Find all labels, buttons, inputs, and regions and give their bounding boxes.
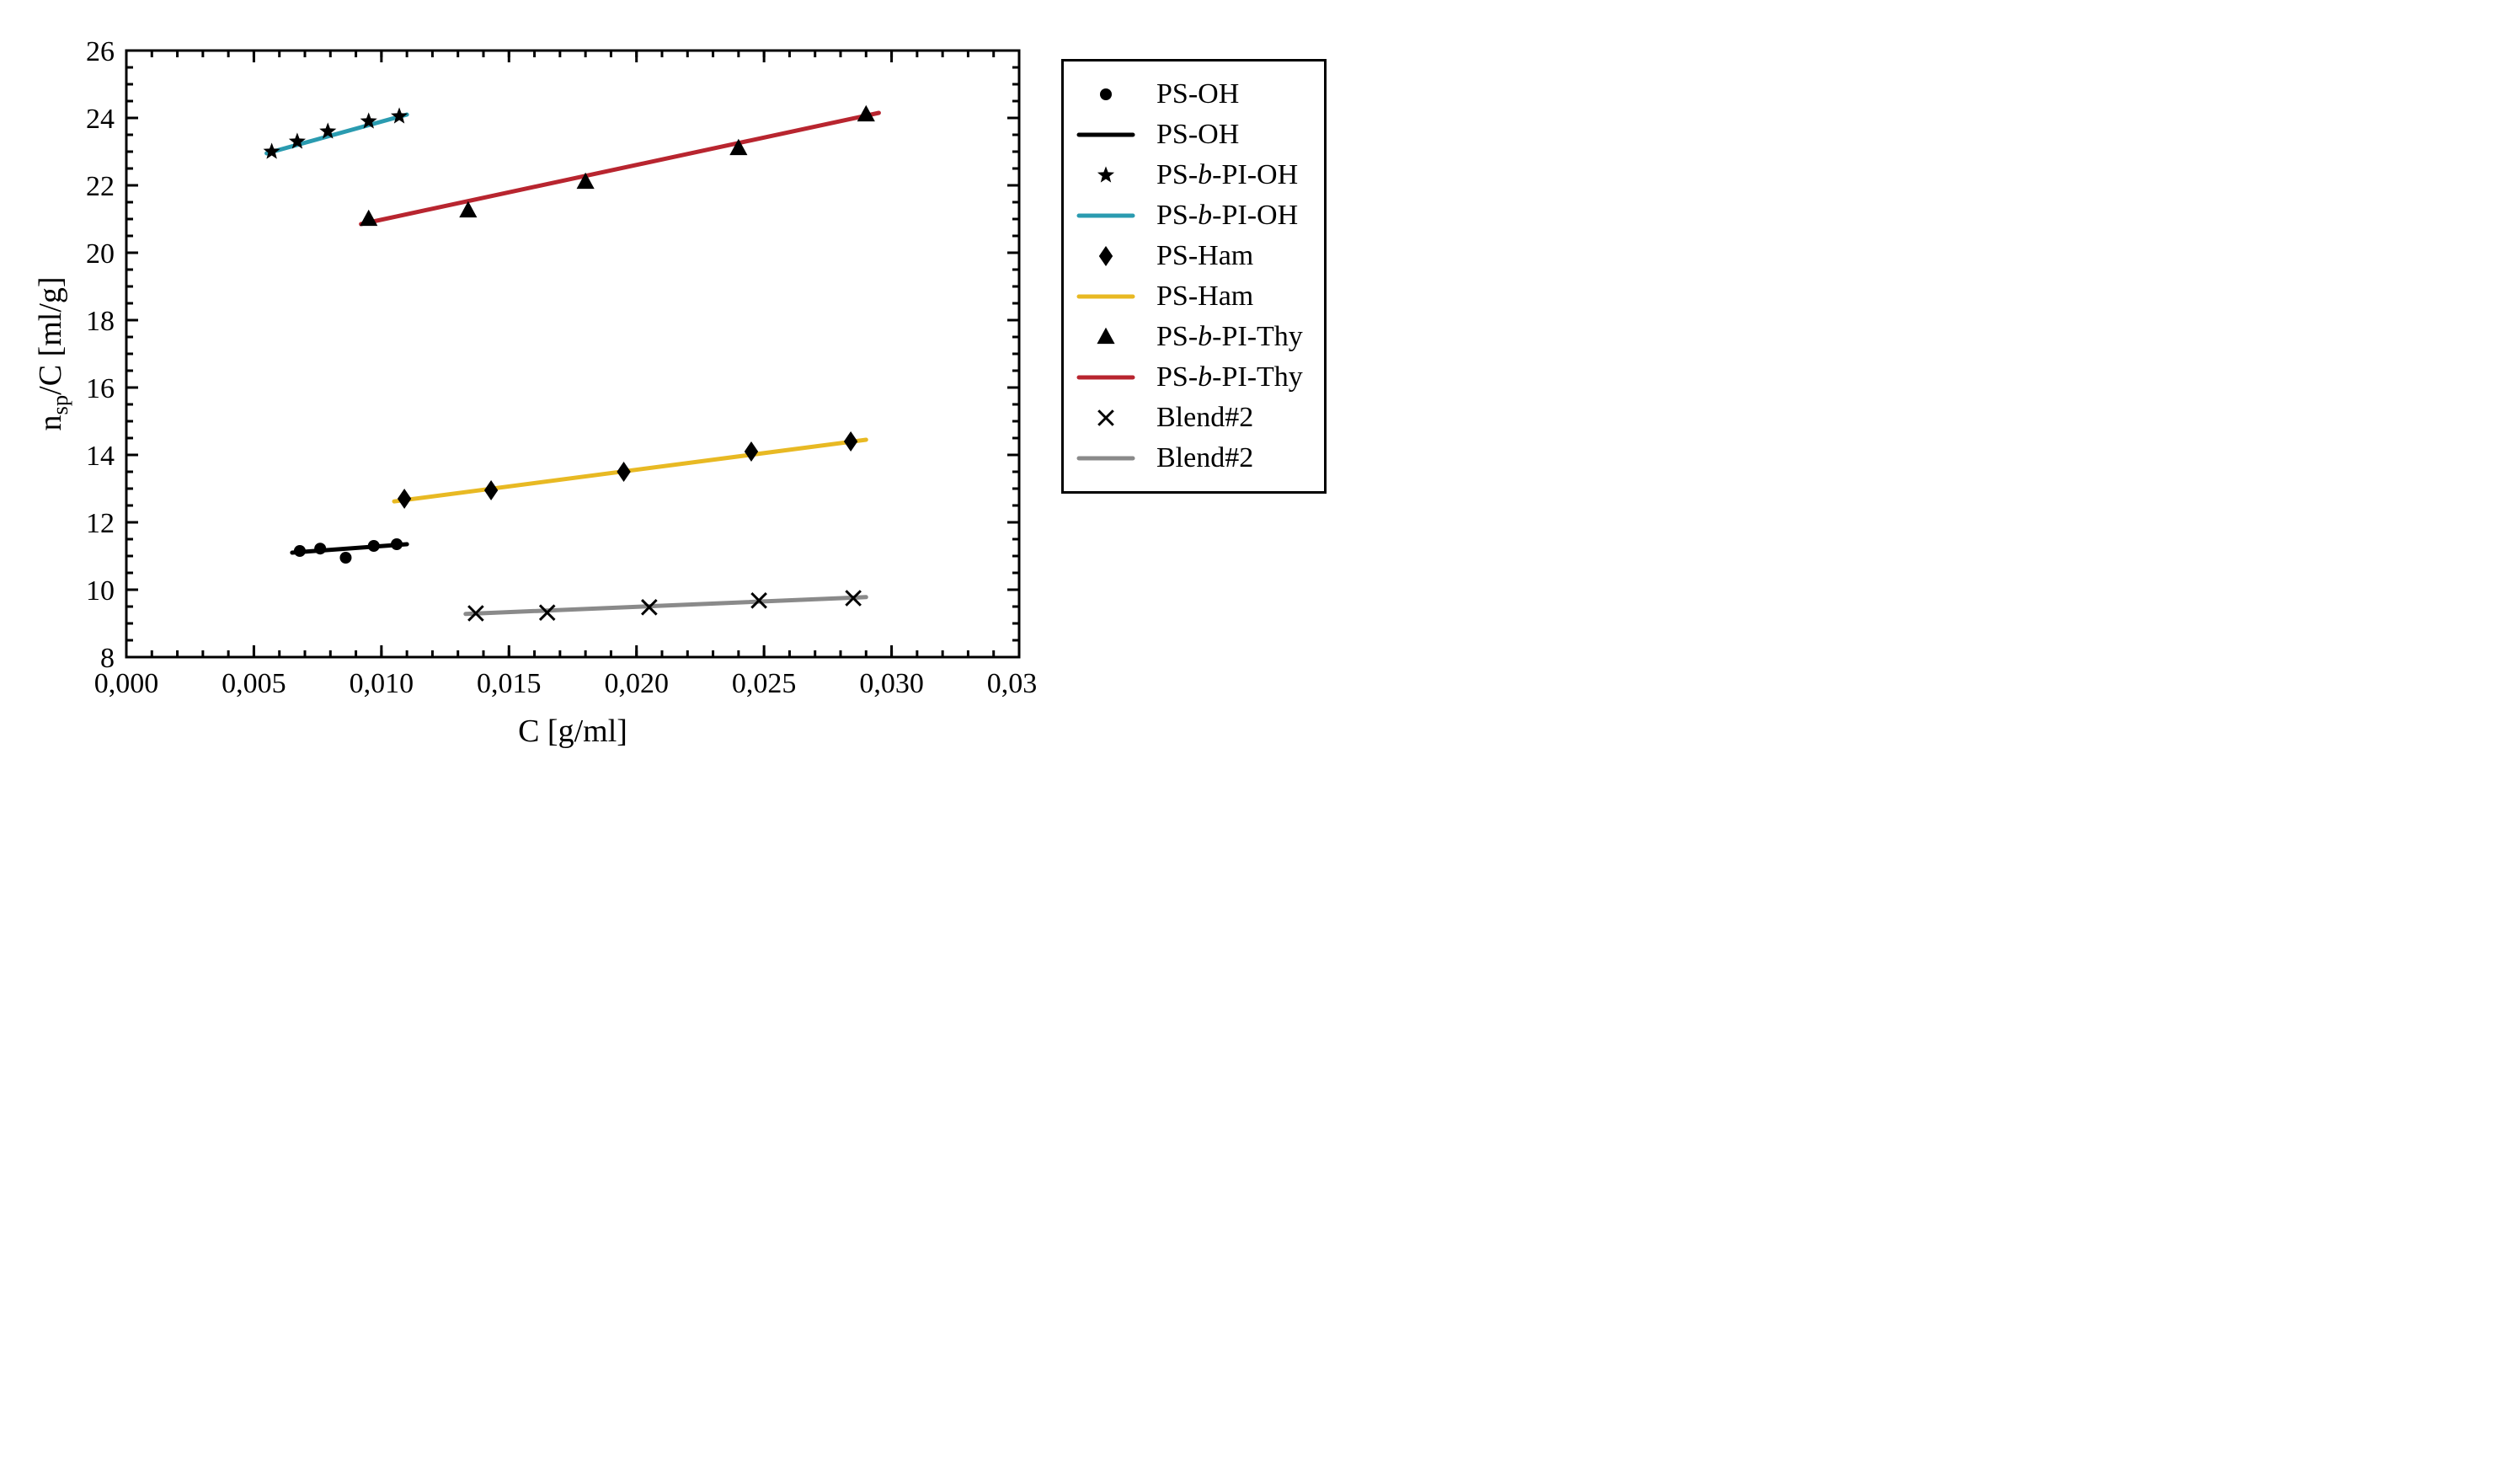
legend-label: PS-Ham bbox=[1156, 240, 1253, 272]
legend-entry: Blend#2 bbox=[1076, 398, 1303, 438]
legend-entry: PS-b-PI-OH bbox=[1076, 155, 1303, 195]
x-tick-label: 0,005 bbox=[222, 668, 286, 699]
x-tick-label: 0,010 bbox=[350, 668, 414, 699]
y-tick-label: 8 bbox=[100, 643, 115, 674]
y-tick-label: 14 bbox=[86, 441, 115, 472]
x-tick-label: 0,020 bbox=[604, 668, 669, 699]
legend-marker-icon bbox=[1076, 74, 1135, 115]
legend-label: PS-b-PI-Thy bbox=[1156, 321, 1303, 353]
legend-label: PS-b-PI-OH bbox=[1156, 159, 1298, 191]
chart-legend: PS-OH PS-OH PS-b-PI-OH PS-b-PI-OH PS-Ham PS-H… bbox=[1061, 59, 1327, 494]
legend-line-icon bbox=[1076, 195, 1135, 236]
legend-label: PS-b-PI-Thy bbox=[1156, 361, 1303, 393]
legend-entry: PS-b-PI-OH bbox=[1076, 195, 1303, 236]
legend-line-icon bbox=[1076, 276, 1135, 317]
legend-label: Blend#2 bbox=[1156, 442, 1253, 474]
y-tick-label: 16 bbox=[86, 373, 115, 404]
y-tick-label: 12 bbox=[86, 508, 115, 539]
legend-label: PS-OH bbox=[1156, 119, 1239, 151]
legend-line-icon bbox=[1076, 115, 1135, 155]
legend-marker-icon bbox=[1076, 155, 1135, 195]
x-tick-label: 0,025 bbox=[732, 668, 797, 699]
viscosity-chart: 0,0000,0050,0100,0150,0200,0250,0300,035… bbox=[34, 34, 1036, 771]
y-tick-label: 26 bbox=[86, 36, 115, 67]
legend-label: PS-b-PI-OH bbox=[1156, 200, 1298, 232]
legend-entry: PS-b-PI-Thy bbox=[1076, 357, 1303, 398]
legend-entry: PS-Ham bbox=[1076, 276, 1303, 317]
y-tick-label: 20 bbox=[86, 238, 115, 270]
legend-entry: Blend#2 bbox=[1076, 438, 1303, 479]
x-tick-label: 0,030 bbox=[859, 668, 924, 699]
legend-label: PS-OH bbox=[1156, 78, 1239, 110]
legend-marker-icon bbox=[1076, 236, 1135, 276]
y-axis-label: nsp/C [ml/g] bbox=[34, 276, 72, 430]
legend-line-icon bbox=[1076, 357, 1135, 398]
legend-marker-icon bbox=[1076, 317, 1135, 357]
x-axis-label: C [g/ml] bbox=[518, 714, 627, 749]
y-tick-label: 10 bbox=[86, 575, 115, 607]
y-tick-label: 18 bbox=[86, 306, 115, 337]
legend-label: Blend#2 bbox=[1156, 402, 1253, 434]
x-tick-label: 0,015 bbox=[477, 668, 542, 699]
legend-line-icon bbox=[1076, 438, 1135, 479]
legend-entry: PS-OH bbox=[1076, 115, 1303, 155]
legend-entry: PS-Ham bbox=[1076, 236, 1303, 276]
y-tick-label: 24 bbox=[86, 104, 115, 135]
legend-entry: PS-b-PI-Thy bbox=[1076, 317, 1303, 357]
legend-label: PS-Ham bbox=[1156, 281, 1253, 313]
legend-entry: PS-OH bbox=[1076, 74, 1303, 115]
chart-container: 0,0000,0050,0100,0150,0200,0250,0300,035… bbox=[34, 34, 2486, 771]
x-tick-label: 0,035 bbox=[987, 668, 1036, 699]
y-tick-label: 22 bbox=[86, 171, 115, 202]
legend-marker-icon bbox=[1076, 398, 1135, 438]
